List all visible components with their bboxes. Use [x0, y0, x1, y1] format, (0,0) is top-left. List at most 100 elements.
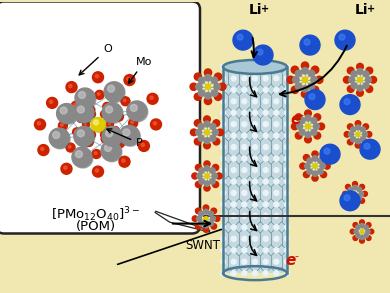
- Circle shape: [364, 234, 368, 238]
- Circle shape: [353, 185, 357, 190]
- Circle shape: [263, 202, 268, 207]
- Circle shape: [324, 148, 330, 154]
- Circle shape: [73, 128, 81, 136]
- Circle shape: [79, 116, 81, 119]
- Circle shape: [204, 209, 209, 214]
- Circle shape: [231, 236, 236, 241]
- Circle shape: [312, 156, 318, 161]
- Circle shape: [206, 84, 211, 89]
- Circle shape: [198, 135, 204, 141]
- Circle shape: [347, 139, 353, 145]
- Circle shape: [349, 132, 353, 137]
- Circle shape: [362, 132, 367, 137]
- Circle shape: [87, 140, 90, 143]
- Circle shape: [364, 225, 368, 229]
- Circle shape: [220, 248, 225, 253]
- Circle shape: [284, 248, 289, 253]
- Circle shape: [274, 248, 279, 253]
- Circle shape: [66, 82, 77, 93]
- Circle shape: [252, 259, 257, 264]
- Circle shape: [284, 259, 289, 264]
- Circle shape: [312, 171, 318, 176]
- Circle shape: [242, 168, 247, 173]
- Circle shape: [287, 76, 294, 84]
- Circle shape: [356, 234, 360, 238]
- Circle shape: [204, 166, 210, 171]
- Circle shape: [220, 64, 225, 69]
- Circle shape: [78, 91, 85, 98]
- Circle shape: [353, 236, 358, 241]
- Circle shape: [211, 224, 216, 229]
- Polygon shape: [155, 212, 210, 231]
- Circle shape: [199, 77, 205, 84]
- Circle shape: [194, 120, 201, 127]
- Circle shape: [141, 143, 144, 146]
- Circle shape: [220, 190, 225, 195]
- Circle shape: [91, 117, 105, 131]
- Circle shape: [306, 124, 310, 129]
- Circle shape: [263, 156, 268, 161]
- Circle shape: [309, 94, 315, 100]
- Circle shape: [103, 127, 123, 147]
- Circle shape: [295, 70, 302, 77]
- Circle shape: [220, 179, 225, 184]
- Circle shape: [305, 110, 311, 117]
- Circle shape: [220, 99, 225, 104]
- Circle shape: [351, 71, 357, 77]
- Circle shape: [92, 166, 103, 177]
- Circle shape: [263, 133, 268, 138]
- Circle shape: [242, 87, 247, 92]
- Circle shape: [284, 76, 289, 81]
- Circle shape: [106, 130, 113, 137]
- Circle shape: [242, 213, 247, 218]
- Text: +: +: [261, 4, 269, 14]
- Circle shape: [353, 182, 358, 187]
- Circle shape: [369, 229, 374, 234]
- Circle shape: [302, 68, 308, 74]
- Circle shape: [203, 227, 209, 232]
- Circle shape: [360, 139, 380, 159]
- Circle shape: [366, 132, 372, 137]
- Circle shape: [356, 225, 360, 229]
- Circle shape: [252, 213, 257, 218]
- Circle shape: [83, 121, 89, 128]
- Circle shape: [292, 76, 299, 83]
- Circle shape: [263, 213, 268, 218]
- Circle shape: [263, 225, 268, 230]
- Circle shape: [121, 127, 140, 146]
- Text: Li: Li: [249, 3, 262, 17]
- Circle shape: [363, 139, 369, 145]
- Circle shape: [274, 145, 279, 150]
- Circle shape: [340, 191, 360, 211]
- Circle shape: [233, 30, 253, 50]
- Text: -: -: [294, 251, 298, 261]
- Circle shape: [102, 142, 122, 162]
- Circle shape: [366, 223, 371, 227]
- Circle shape: [242, 225, 247, 230]
- Circle shape: [76, 89, 96, 109]
- Circle shape: [77, 106, 84, 113]
- Circle shape: [204, 161, 210, 167]
- Circle shape: [127, 77, 130, 81]
- Circle shape: [242, 64, 247, 69]
- Circle shape: [274, 64, 279, 69]
- Circle shape: [111, 127, 119, 134]
- Circle shape: [356, 63, 363, 70]
- Circle shape: [231, 87, 236, 92]
- Circle shape: [344, 195, 350, 201]
- Circle shape: [220, 156, 225, 161]
- Circle shape: [89, 111, 96, 117]
- Circle shape: [74, 103, 76, 106]
- Text: +: +: [367, 4, 375, 14]
- Circle shape: [77, 115, 85, 122]
- Circle shape: [263, 190, 268, 195]
- Circle shape: [220, 168, 225, 173]
- Circle shape: [231, 122, 236, 127]
- Circle shape: [350, 229, 355, 234]
- Circle shape: [291, 123, 298, 130]
- Circle shape: [203, 205, 209, 210]
- Circle shape: [108, 123, 110, 125]
- Circle shape: [211, 77, 218, 84]
- Circle shape: [102, 133, 105, 135]
- Circle shape: [274, 213, 279, 218]
